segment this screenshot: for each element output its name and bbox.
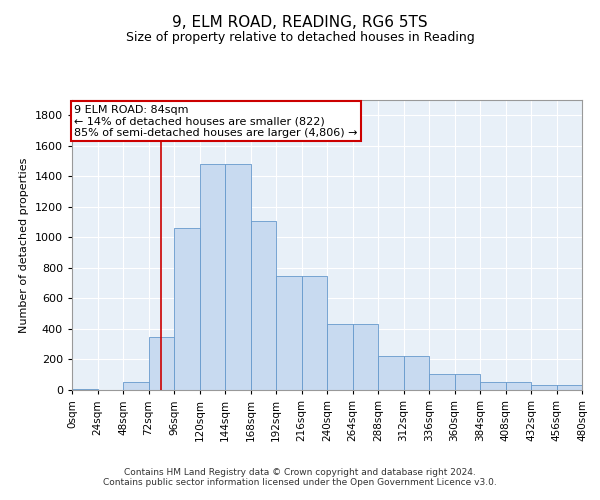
Text: Size of property relative to detached houses in Reading: Size of property relative to detached ho…: [125, 31, 475, 44]
Bar: [455, 374, 480, 390]
Bar: [72, 389, 97, 390]
Bar: [199, 164, 225, 390]
Bar: [123, 382, 149, 390]
Bar: [505, 382, 531, 390]
Text: Contains HM Land Registry data © Crown copyright and database right 2024.: Contains HM Land Registry data © Crown c…: [124, 468, 476, 477]
Text: Contains public sector information licensed under the Open Government Licence v3: Contains public sector information licen…: [103, 478, 497, 487]
Bar: [531, 384, 557, 390]
Bar: [276, 276, 302, 390]
Bar: [582, 387, 600, 390]
Bar: [174, 228, 199, 390]
Text: 9, ELM ROAD, READING, RG6 5TS: 9, ELM ROAD, READING, RG6 5TS: [172, 15, 428, 30]
Bar: [225, 164, 251, 390]
Bar: [149, 336, 174, 390]
Bar: [404, 356, 429, 390]
Bar: [251, 220, 276, 390]
Bar: [302, 276, 327, 390]
Y-axis label: Number of detached properties: Number of detached properties: [19, 158, 29, 332]
Bar: [353, 324, 378, 390]
Bar: [429, 374, 455, 390]
Bar: [557, 384, 582, 390]
Bar: [327, 324, 353, 390]
Bar: [480, 382, 505, 390]
Text: 9 ELM ROAD: 84sqm
← 14% of detached houses are smaller (822)
85% of semi-detache: 9 ELM ROAD: 84sqm ← 14% of detached hous…: [74, 104, 358, 138]
Bar: [378, 356, 404, 390]
